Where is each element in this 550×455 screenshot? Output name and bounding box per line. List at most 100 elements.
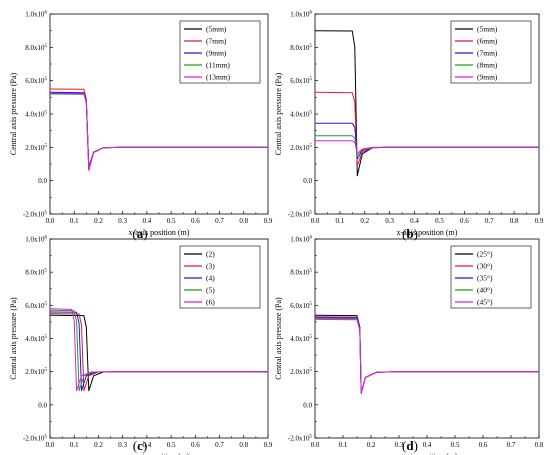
- x-tick-label: 0.7: [215, 217, 224, 225]
- series-line-4: [49, 93, 268, 169]
- x-tick-label: 0.5: [435, 217, 444, 225]
- series-line-5: [49, 92, 268, 172]
- y-tick-label: 0.0: [303, 401, 312, 409]
- series-line-5: [314, 140, 539, 154]
- x-tick-label: 0.6: [460, 217, 469, 225]
- y-tick-label: 2.0x105: [25, 368, 47, 376]
- legend-box: [179, 20, 261, 84]
- x-tick-label: 0.8: [239, 441, 248, 449]
- x-tick-label: 0.7: [215, 441, 224, 449]
- x-tick-label: 0.3: [385, 217, 394, 225]
- panel-label: (a): [132, 226, 147, 241]
- y-tick-label: 8.0x105: [290, 44, 312, 52]
- chart-panel-2: 0.0 0.1 0.2 0.3 0.4 0.5 0.6 0.7 0.8 0.9-2.0x1050.…: [274, 11, 544, 238]
- legend-entry: (45°): [477, 298, 493, 307]
- legend-entry: (6mm): [477, 37, 498, 46]
- x-tick-label: 0.8: [535, 441, 544, 449]
- y-tick-label: 8.0x105: [25, 44, 47, 52]
- y-tick-label: -2.0x105: [23, 435, 48, 443]
- y-tick-label: 2.0x105: [290, 368, 312, 376]
- y-tick-label: -2.0x105: [23, 211, 48, 219]
- legend-entry: (6): [206, 298, 215, 307]
- x-tick-label: 0.0: [311, 441, 320, 449]
- y-tick-label: 6.0x105: [290, 302, 312, 310]
- x-tick-label: 0.9: [264, 217, 273, 225]
- x-axis-label: x-axis position (m): [129, 228, 190, 237]
- legend-entry: (40°): [477, 286, 493, 295]
- panel-label: (c): [133, 438, 147, 453]
- y-tick-label: 6.0x105: [25, 302, 47, 310]
- chart-panel-4: 0.0 0.1 0.2 0.3 0.4 0.5 0.6 0.7 0.8-2.0x1050.02.…: [274, 236, 544, 455]
- y-tick-label: 0.0: [38, 177, 47, 185]
- x-axis-label: x-axis position (m): [397, 452, 458, 455]
- y-tick-label: 2.0x105: [290, 144, 312, 152]
- legend: (25°) (30°) (35°) (40°) (45°): [450, 245, 532, 309]
- x-tick-label: 0.1: [70, 441, 79, 449]
- series-line-5: [314, 318, 539, 394]
- y-axis-label: Central axis pressure (Pa): [9, 297, 18, 380]
- y-tick-label: 1.0x106: [290, 11, 312, 19]
- legend-entry: (9mm): [477, 73, 498, 82]
- legend-entry: (5): [206, 286, 215, 295]
- legend-entry: (3): [206, 262, 215, 271]
- x-tick-label: 0.1: [70, 217, 79, 225]
- x-tick-label: 0.6: [191, 217, 200, 225]
- series-line-4: [314, 318, 539, 394]
- legend: (5mm) (6mm) (7mm) (8mm) (9mm): [450, 20, 532, 84]
- y-tick-label: -2.0x105: [288, 435, 313, 443]
- panel-label: (b): [402, 226, 418, 241]
- x-tick-label: 0.9: [535, 217, 544, 225]
- legend-entry: (5mm): [477, 25, 498, 34]
- y-tick-label: 0.0: [38, 401, 47, 409]
- legend-entry: (8mm): [477, 61, 498, 70]
- legend-box: [179, 245, 261, 309]
- legend-entry: (7mm): [206, 37, 227, 46]
- x-tick-label: 0.3: [118, 217, 127, 225]
- y-axis-label: Central axis pressure (Pa): [274, 72, 283, 155]
- series-line-2: [49, 88, 268, 169]
- y-tick-label: 4.0x105: [25, 111, 47, 119]
- x-axis-label: x-axis position (m): [397, 228, 458, 237]
- x-tick-label: 0.8: [510, 217, 519, 225]
- y-tick-label: 4.0x105: [290, 111, 312, 119]
- x-tick-label: 0.2: [360, 217, 369, 225]
- x-tick-label: 0.5: [451, 441, 460, 449]
- x-tick-label: 0.6: [479, 441, 488, 449]
- y-tick-label: 4.0x105: [290, 335, 312, 343]
- legend-entry: (5mm): [206, 25, 227, 34]
- x-tick-label: 0.1: [339, 441, 348, 449]
- y-tick-label: 0.0: [303, 177, 312, 185]
- x-tick-label: 0.2: [367, 441, 376, 449]
- x-tick-label: 0.2: [94, 217, 103, 225]
- panel-label: (d): [402, 438, 418, 453]
- legend-entry: (2): [206, 250, 215, 259]
- x-tick-label: 0.2: [94, 441, 103, 449]
- y-tick-label: 8.0x105: [290, 269, 312, 277]
- x-tick-label: 0.6: [191, 441, 200, 449]
- x-tick-label: 0.0: [311, 217, 320, 225]
- x-axis-label: x-axis position (m): [129, 452, 190, 455]
- x-tick-label: 0.3: [118, 441, 127, 449]
- y-tick-label: 8.0x105: [25, 269, 47, 277]
- chart-panel-3: 0.0 0.1 0.2 0.3 0.4 0.5 0.6 0.7 0.8 0.9-2.0x1050.…: [9, 236, 273, 455]
- y-tick-label: 4.0x105: [25, 335, 47, 343]
- legend: (2) (3) (4) (5) (6): [179, 245, 261, 309]
- x-tick-label: 0.8: [239, 217, 248, 225]
- legend-entry: (25°): [477, 250, 493, 259]
- legend-entry: (30°): [477, 262, 493, 271]
- legend-box: [450, 245, 532, 309]
- x-tick-label: 0.5: [167, 217, 176, 225]
- y-tick-label: 2.0x105: [25, 144, 47, 152]
- series-line-2: [314, 317, 539, 393]
- x-tick-label: 0.7: [507, 441, 516, 449]
- series-line-3: [49, 91, 268, 167]
- series-line-5: [49, 308, 268, 392]
- legend: (5mm) (7mm) (9mm) (11mm) (13mm): [179, 20, 261, 84]
- y-tick-label: -2.0x105: [288, 211, 313, 219]
- x-tick-label: 0.3: [395, 441, 404, 449]
- y-axis-label: Central axis pressure (Pa): [9, 72, 18, 155]
- legend-entry: (13mm): [206, 73, 231, 82]
- series-line-4: [314, 135, 539, 157]
- legend-entry: (7mm): [477, 49, 498, 58]
